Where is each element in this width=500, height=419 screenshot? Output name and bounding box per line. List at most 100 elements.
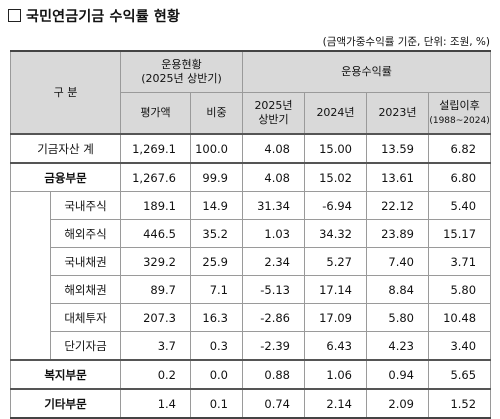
cell-since: 1.52 [427, 388, 492, 419]
row-label: 국내채권 [50, 247, 121, 276]
table-row-financial: 금융부문 1,267.6 99.9 4.08 15.02 13.61 6.80 [10, 162, 492, 192]
table-row-welfare: 복지부문 0.2 0.0 0.88 1.06 0.94 5.65 [10, 359, 492, 390]
page-title: 국민연금기금 수익률 현황 [8, 6, 180, 26]
cell-since: 15.17 [427, 219, 492, 248]
table-row-domestic-equity: 국내주식 189.1 14.9 31.34 -6.94 22.12 5.40 [10, 191, 492, 361]
row-label: 금융부문 [10, 162, 121, 192]
cell-share: 99.9 [190, 162, 243, 192]
cell-value: 89.7 [120, 275, 191, 304]
row-label: 단기자금 [50, 331, 121, 361]
cell-2024: 6.43 [304, 331, 367, 361]
cell-2024: 1.06 [304, 359, 367, 390]
returns-table: 구 분 운용현황 (2025년 상반기) 운용수익률 평가액 비중 2025년 상반… [10, 50, 492, 419]
header-2025h1-half: 상반기 [258, 113, 289, 126]
row-label: 기금자산 계 [10, 133, 121, 164]
cell-since: 10.48 [427, 303, 492, 332]
cell-value: 329.2 [120, 247, 191, 276]
cell-share: 0.1 [190, 388, 243, 419]
cell-2025: 0.88 [242, 359, 305, 390]
cell-value: 207.3 [120, 303, 191, 332]
header-group-holdings-title: 운용현황 [161, 58, 202, 72]
title-text: 국민연금기금 수익률 현황 [26, 9, 181, 25]
cell-2023: 2.09 [366, 388, 429, 419]
table-row-foreign-equity: 해외주식 446.5 35.2 1.03 34.32 23.89 15.17 [11, 219, 492, 248]
row-label: 해외주식 [50, 219, 121, 248]
indent-cell [10, 191, 51, 361]
cell-share: 0.0 [190, 359, 243, 390]
cell-2024: 5.27 [304, 247, 367, 276]
cell-value: 3.7 [120, 331, 191, 361]
cell-2023: 4.23 [366, 331, 429, 361]
table-row-other: 기타부문 1.4 0.1 0.74 2.14 2.09 1.52 [10, 388, 492, 419]
cell-2024: 17.09 [304, 303, 367, 332]
cell-since: 5.80 [427, 275, 492, 304]
cell-value: 1.4 [120, 388, 191, 419]
cell-2025: 1.03 [242, 219, 305, 248]
cell-since: 5.65 [427, 359, 492, 390]
row-label: 복지부문 [10, 359, 121, 390]
cell-since: 3.71 [427, 247, 492, 276]
table-row-total: 기금자산 계 1,269.1 100.0 4.08 15.00 13.59 6.… [10, 133, 492, 164]
cell-2025: -2.39 [242, 331, 305, 361]
header-share: 비중 [190, 92, 243, 135]
cell-2024: 34.32 [304, 219, 367, 248]
cell-2023: 22.12 [366, 191, 429, 220]
cell-2025: 4.08 [242, 133, 305, 164]
cell-share: 35.2 [190, 219, 243, 248]
cell-since: 3.40 [427, 331, 492, 361]
cell-value: 446.5 [120, 219, 191, 248]
cell-share: 14.9 [190, 191, 243, 220]
header-2025h1: 2025년 상반기 [242, 92, 305, 135]
cell-2025: 2.34 [242, 247, 305, 276]
cell-2024: 2.14 [304, 388, 367, 419]
cell-since: 6.80 [427, 162, 492, 192]
cell-share: 7.1 [190, 275, 243, 304]
header-since-label: 설립이후 [439, 99, 480, 112]
cell-2023: 23.89 [366, 219, 429, 248]
cell-2025: 31.34 [242, 191, 305, 220]
cell-value: 1,267.6 [120, 162, 191, 192]
cell-2024: 15.00 [304, 133, 367, 164]
cell-share: 25.9 [190, 247, 243, 276]
cell-2023: 0.94 [366, 359, 429, 390]
cell-since: 6.82 [427, 133, 492, 164]
table-row-domestic-bond: 국내채권 329.2 25.9 2.34 5.27 7.40 3.71 [11, 247, 492, 276]
header-2025h1-year: 2025년 [254, 99, 293, 113]
cell-2025: 0.74 [242, 388, 305, 419]
cell-value: 189.1 [120, 191, 191, 220]
cell-share: 0.3 [190, 331, 243, 361]
unit-note: (금액가중수익률 기준, 단위: 조원, %) [322, 36, 490, 48]
row-label: 기타부문 [10, 388, 121, 419]
header-group-holdings-period: (2025년 상반기) [141, 72, 222, 85]
cell-2024: -6.94 [304, 191, 367, 220]
cell-2023: 13.59 [366, 133, 429, 164]
table-row-short-term: 단기자금 3.7 0.3 -2.39 6.43 4.23 3.40 [11, 331, 492, 361]
header-2024: 2024년 [304, 92, 367, 135]
cell-2025: 4.08 [242, 162, 305, 192]
cell-share: 100.0 [190, 133, 243, 164]
table-row-alternative: 대체투자 207.3 16.3 -2.86 17.09 5.80 10.48 [11, 303, 492, 332]
cell-2023: 5.80 [366, 303, 429, 332]
cell-2024: 17.14 [304, 275, 367, 304]
header-category: 구 분 [10, 50, 121, 135]
cell-share: 16.3 [190, 303, 243, 332]
cell-2024: 15.02 [304, 162, 367, 192]
row-label: 해외채권 [50, 275, 121, 304]
row-label: 국내주식 [50, 191, 121, 220]
header-since-range: (1988~2024) [429, 115, 490, 126]
cell-2023: 13.61 [366, 162, 429, 192]
header-group-returns: 운용수익률 [241, 50, 492, 93]
cell-2023: 8.84 [366, 275, 429, 304]
header-group-holdings: 운용현황 (2025년 상반기) [120, 50, 243, 93]
checkbox-square-icon [8, 9, 21, 22]
cell-2025: -5.13 [242, 275, 305, 304]
header-value: 평가액 [120, 92, 191, 135]
cell-value: 0.2 [120, 359, 191, 390]
table-row-foreign-bond: 해외채권 89.7 7.1 -5.13 17.14 8.84 5.80 [11, 275, 492, 304]
cell-2023: 7.40 [366, 247, 429, 276]
cell-since: 5.40 [427, 191, 492, 220]
row-label: 대체투자 [50, 303, 121, 332]
header-since-inception: 설립이후 (1988~2024) [427, 92, 492, 135]
cell-value: 1,269.1 [120, 133, 191, 164]
header-2023: 2023년 [366, 92, 429, 135]
